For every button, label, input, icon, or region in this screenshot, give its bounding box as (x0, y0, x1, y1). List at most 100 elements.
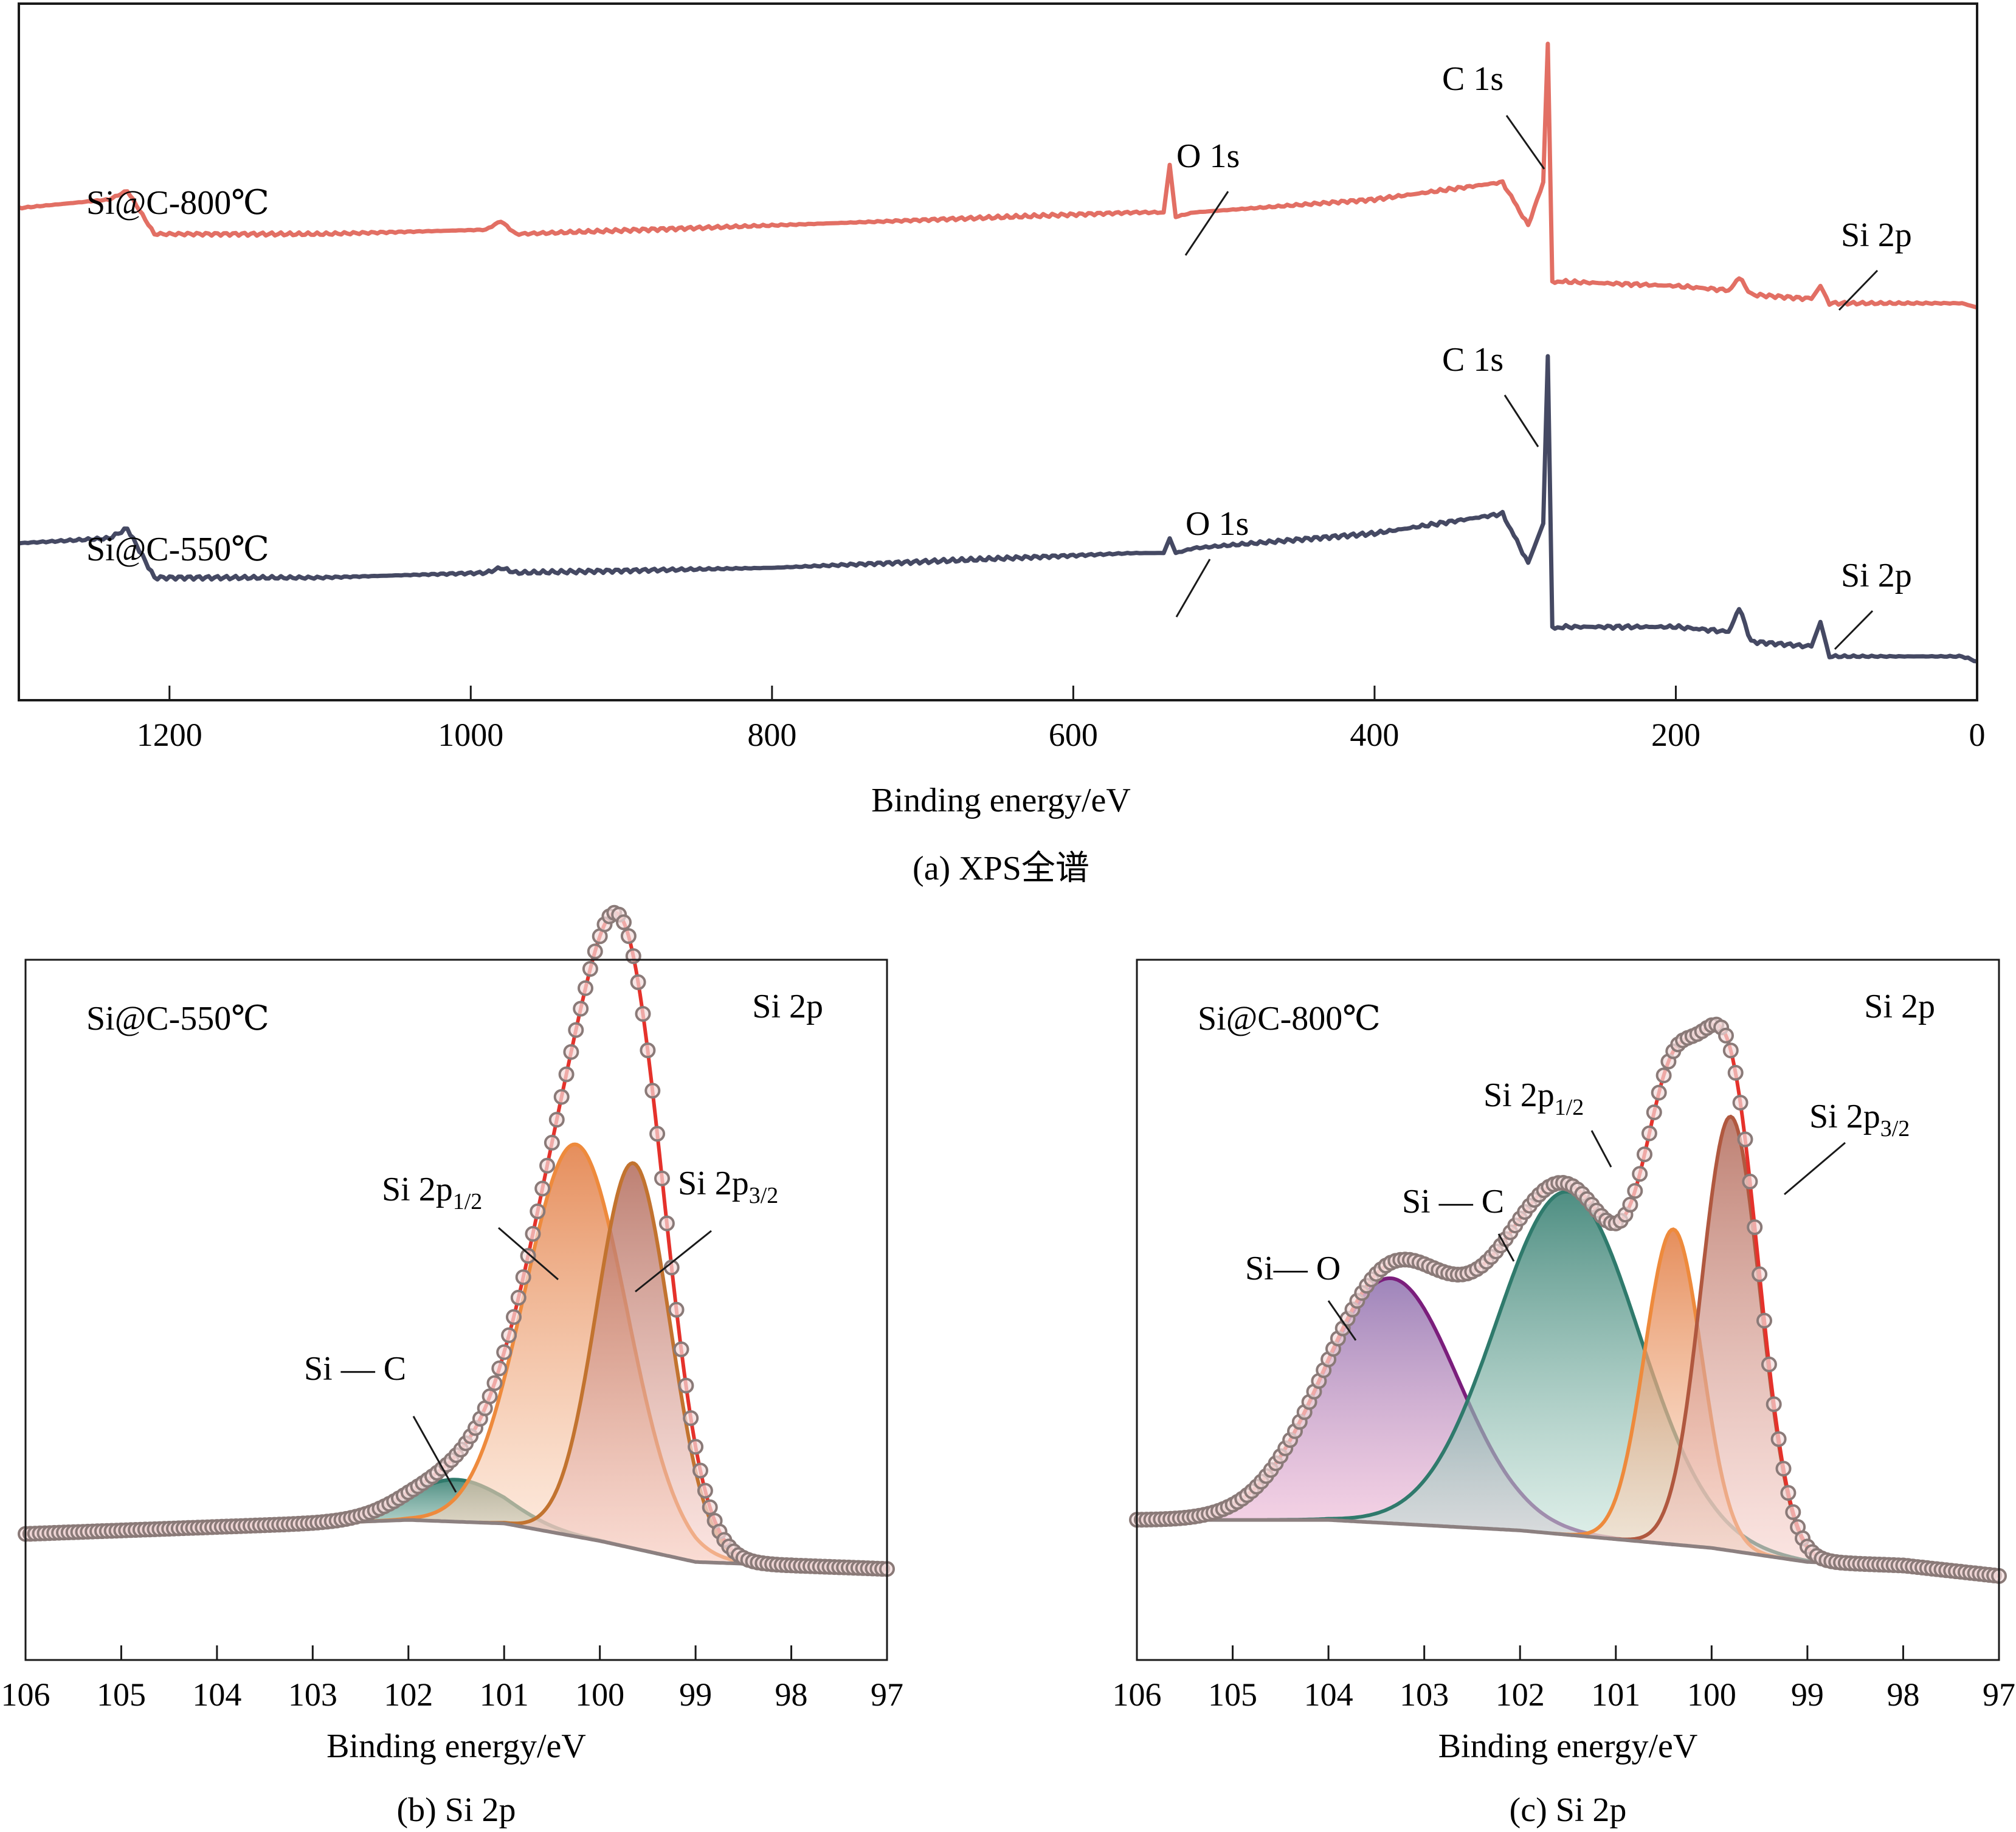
x-tick-label: 106 (1113, 1676, 1162, 1713)
raw-data-point (530, 1203, 546, 1219)
x-tick-label: 99 (1791, 1676, 1824, 1713)
leader-line (1784, 1142, 1846, 1196)
component-label: Si 2p3/2 (678, 1165, 778, 1208)
component-label: Si 2p1/2 (1483, 1076, 1584, 1120)
leader-line (635, 1230, 712, 1293)
raw-data-point (654, 1170, 670, 1186)
x-tick-label: 98 (1887, 1676, 1919, 1713)
leader-line (1838, 269, 1879, 311)
component-label: Si — C (304, 1350, 406, 1388)
raw-data-point (625, 948, 641, 964)
component-fill-si-2p3-2 (1608, 1117, 1854, 1564)
x-tick-label: 104 (1304, 1676, 1353, 1713)
raw-data-point (1761, 1356, 1777, 1372)
raw-data-point (525, 1225, 541, 1242)
raw-data-point (1637, 1146, 1652, 1163)
peak-label-si-2p: Si 2p (1841, 216, 1912, 254)
leader-line (1834, 610, 1874, 650)
raw-data-point (1752, 1266, 1768, 1283)
x-tick-label: 102 (384, 1676, 433, 1713)
component-fill-si-2p1-2 (1552, 1229, 1794, 1560)
raw-data-point (558, 1066, 575, 1083)
peak-label-o-1s: O 1s (1176, 137, 1240, 175)
component-fill-si-2p1-2 (361, 1144, 792, 1566)
raw-data-point (578, 980, 593, 996)
leader-line (1497, 1233, 1515, 1262)
x-tick-label: 800 (747, 717, 796, 753)
leader-line (1175, 559, 1211, 618)
x-tick-label: 105 (1208, 1676, 1257, 1713)
raw-data-point (658, 1215, 675, 1231)
raw-data-point (1766, 1396, 1782, 1413)
x-tick-label: 106 (1, 1676, 50, 1713)
panel-c-frame (1136, 959, 2000, 1661)
panel-b-sample-label: Si@C-550℃ (86, 1000, 269, 1038)
raw-data-point (486, 1375, 503, 1391)
raw-data-point (1641, 1125, 1657, 1142)
raw-data-point (1770, 1431, 1787, 1447)
raw-data-point (697, 1482, 713, 1499)
x-tick-label: 97 (1983, 1676, 2015, 1713)
panel-c-plot-area (1129, 1016, 2007, 1584)
raw-data-point (1646, 1104, 1662, 1120)
panel-a-frame (18, 2, 1978, 701)
panel-a-annotations: C 1s O 1s Si 2p C 1s O 1s Si 2p (1175, 60, 1912, 650)
raw-data-point (1785, 1504, 1801, 1520)
panel-a-x-axis-label: Binding energy/eV (871, 782, 1131, 819)
x-tick-label: 101 (1591, 1676, 1640, 1713)
series-line-550 (18, 354, 1978, 664)
panel-b-x-axis-label: Binding energy/eV (326, 1727, 586, 1765)
component-label: Si— O (1245, 1250, 1341, 1287)
raw-data-point (649, 1126, 666, 1142)
panel-a-plot-area (18, 41, 1978, 664)
raw-data-point (482, 1388, 498, 1405)
x-tick-label: 97 (871, 1676, 903, 1713)
panel-c-x-axis-label: Binding energy/eV (1438, 1727, 1698, 1765)
panel-b-si2p-550: 106 105 104 103 102 101 100 99 98 97 Si — CSi 2p1… (1, 904, 903, 1829)
raw-data-point (1780, 1485, 1797, 1501)
x-tick-label: 100 (1687, 1676, 1736, 1713)
x-tick-label: 104 (192, 1676, 241, 1713)
raw-data-point (534, 1180, 551, 1197)
panel-c-sample-label: Si@C-800℃ (1198, 1000, 1381, 1038)
x-tick-label: 100 (575, 1676, 624, 1713)
raw-data-point (587, 943, 603, 960)
raw-data-point (1742, 1173, 1758, 1190)
peak-label-c-1s: C 1s (1442, 341, 1503, 379)
panel-c-si2p-800: 106 105 104 103 102 101 100 99 98 97 Si— OSi — CS… (1113, 959, 2015, 1829)
raw-data-point (1632, 1166, 1648, 1182)
raw-data-point (1655, 1067, 1672, 1084)
raw-data-point (673, 1341, 689, 1357)
raw-data-point (573, 1000, 589, 1017)
component-fill-si-c (1267, 1191, 1869, 1565)
leader-line (1505, 115, 1545, 170)
panel-a-sample-label-550: Si@C-550℃ (86, 531, 269, 568)
raw-data-point (568, 1022, 584, 1038)
raw-data-point (1727, 1064, 1744, 1081)
raw-data-point (1756, 1312, 1772, 1329)
panel-b-frame (24, 959, 888, 1661)
raw-data-point (640, 1042, 656, 1058)
raw-data-point (548, 1112, 565, 1128)
raw-data-point (1747, 1219, 1763, 1235)
raw-data-point (563, 1044, 579, 1060)
x-tick-label: 103 (1400, 1676, 1449, 1713)
raw-data-point (1732, 1095, 1748, 1111)
raw-data-point (702, 1499, 718, 1515)
raw-data-point (510, 1289, 526, 1306)
label-subscript: 3/2 (749, 1183, 779, 1208)
raw-data-point (1622, 1196, 1638, 1213)
x-tick-label: 103 (288, 1676, 337, 1713)
peak-label-c-1s: C 1s (1442, 60, 1503, 98)
panel-a-sample-label-800: Si@C-800℃ (86, 184, 269, 222)
x-tick-label: 1200 (137, 717, 202, 753)
panel-a-xps-survey: 1200 1000 800 600 400 200 0 C 1s O 1s Si 2p C 1s O… (18, 2, 1986, 887)
x-tick-label: 600 (1049, 717, 1098, 753)
raw-data-point (1651, 1084, 1667, 1101)
x-tick-label: 1000 (438, 717, 503, 753)
panel-b-title: Si 2p (752, 988, 823, 1025)
leader-line (1590, 1130, 1612, 1168)
leader-line (498, 1227, 559, 1281)
panel-b-caption: (b) Si 2p (397, 1791, 516, 1829)
raw-data-point (635, 1006, 651, 1022)
